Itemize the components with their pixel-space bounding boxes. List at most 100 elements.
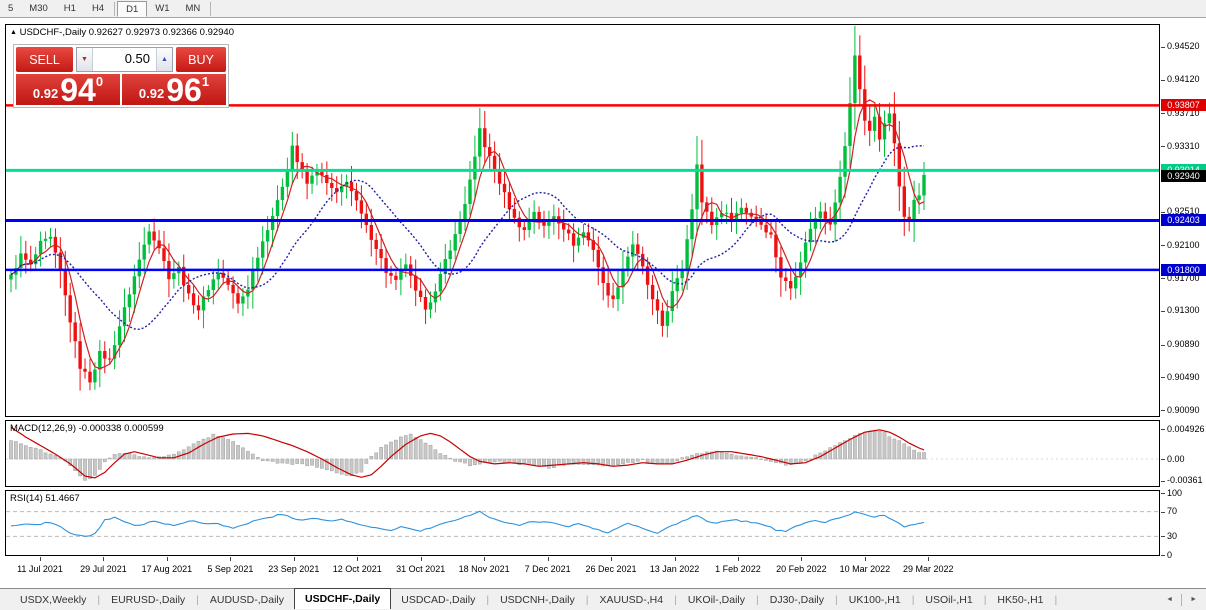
volume-decrease-icon[interactable]: ▼: [77, 48, 93, 71]
axis-tick: [1161, 511, 1165, 513]
axis-tick: [1161, 245, 1165, 247]
date-tick: [928, 557, 930, 561]
tab-separator: |: [585, 593, 589, 606]
sell-price-panel[interactable]: 0.92 94 0: [16, 74, 120, 106]
date-tick: [737, 557, 739, 561]
macd-values: -0.000338 0.000599: [78, 423, 164, 434]
level-price-badge: 0.93807: [1161, 99, 1206, 112]
date-label: 23 Sep 2021: [268, 564, 320, 574]
macd-label: MACD(12,26,9) -0.000338 0.000599: [10, 423, 164, 434]
rsi-label: RSI(14) 51.4667: [10, 493, 80, 504]
axis-tick: [1161, 459, 1165, 460]
volume-increase-icon[interactable]: ▲: [156, 48, 172, 71]
macd-tick-label: 0.004926: [1167, 423, 1205, 434]
sell-price-prefix: 0.92: [32, 86, 59, 101]
date-label: 10 Mar 2022: [839, 564, 891, 574]
date-tick: [40, 557, 41, 561]
rsi-chart-canvas[interactable]: [6, 491, 1159, 555]
volume-input[interactable]: 0.50: [124, 51, 150, 66]
date-label: 11 Jul 2021: [17, 564, 63, 574]
date-tick: [611, 557, 613, 561]
timeframe-button-d1[interactable]: D1: [117, 0, 148, 17]
buy-price-big: 96: [166, 72, 202, 108]
axis-tick: [1161, 211, 1165, 213]
chart-tab-xauusd-h4[interactable]: XAUUSD-,H4: [599, 593, 664, 606]
date-tick: [357, 557, 359, 561]
price-tick-label: 0.93710: [1167, 107, 1200, 118]
chart-tab-eurusd-daily[interactable]: EURUSD-,Daily: [111, 593, 186, 606]
timeframe-button-h1[interactable]: H1: [63, 2, 76, 14]
timeframe-button-m30[interactable]: M30: [29, 2, 48, 14]
tab-arrow-separator: [1181, 593, 1183, 606]
macd-chart-canvas[interactable]: [6, 421, 1159, 486]
chart-tab-uk100-h1[interactable]: UK100-,H1: [848, 593, 901, 606]
axis-tick: [1161, 113, 1165, 115]
timeframe-button-5[interactable]: 5: [8, 2, 14, 14]
chart-tab-usdcad-daily[interactable]: USDCAD-,Daily: [401, 593, 476, 606]
timeframe-button-mn[interactable]: MN: [185, 2, 201, 14]
axis-tick: [1161, 79, 1165, 81]
tab-separator: |: [756, 593, 759, 606]
rsi-name: RSI(14): [10, 493, 43, 504]
date-label: 12 Oct 2021: [332, 564, 382, 574]
axis-tick: [1161, 555, 1165, 556]
date-label: 31 Oct 2021: [396, 564, 446, 574]
chart-symbol: USDCHF-,Daily: [19, 27, 87, 38]
sell-button[interactable]: SELL: [16, 47, 73, 72]
rsi-tick-label: 0: [1167, 549, 1173, 560]
chart-tab-ukoil-daily[interactable]: UKOil-,Daily: [687, 593, 745, 606]
current-price-badge: 0.92940: [1161, 170, 1206, 183]
tab-scroll-controls: ◄ ►: [1161, 593, 1206, 606]
buy-button[interactable]: BUY: [176, 47, 226, 72]
chart-tab-usdcnh-daily[interactable]: USDCNH-,Daily: [500, 593, 575, 606]
price-tick-label: 0.91300: [1167, 305, 1200, 316]
tab-separator: |: [674, 593, 677, 606]
tab-scroll-right-icon[interactable]: ►: [1190, 596, 1197, 603]
date-label: 18 Nov 2021: [458, 564, 510, 574]
buy-price-sup: 1: [201, 74, 210, 89]
timeframe-button-h4[interactable]: H4: [91, 2, 105, 14]
date-tick: [674, 557, 676, 561]
date-label: 5 Sep 2021: [207, 564, 254, 574]
chart-ohlc-values: 0.92627 0.92973 0.92366 0.92940: [88, 27, 234, 38]
date-label: 17 Aug 2021: [141, 564, 193, 574]
date-label: 20 Feb 2022: [776, 564, 827, 574]
macd-indicator-pane[interactable]: MACD(12,26,9) -0.000338 0.000599: [5, 420, 1160, 487]
chart-tab-usdx-weekly[interactable]: USDX,Weekly: [20, 593, 87, 606]
axis-tick: [1161, 46, 1165, 48]
date-label: 29 Jul 2021: [80, 564, 127, 574]
macd-tick-label: 0.00: [1167, 453, 1185, 464]
tab-scroll-left-icon[interactable]: ◄: [1166, 596, 1174, 603]
chart-tab-usdchf-daily[interactable]: USDCHF-,Daily: [293, 587, 392, 609]
buy-price-panel[interactable]: 0.92 96 1: [122, 72, 226, 108]
axis-tick: [1161, 493, 1165, 494]
collapse-arrow-icon[interactable]: ▲: [10, 29, 17, 36]
axis-tick: [1161, 278, 1165, 280]
price-tick-label: 0.94120: [1167, 74, 1200, 85]
rsi-value: 51.4667: [45, 493, 80, 504]
price-tick-label: 0.90090: [1167, 404, 1200, 415]
date-tick: [801, 557, 803, 561]
date-axis[interactable]: 11 Jul 2021 29 Jul 2021 17 Aug 2021 5 Sep 2…: [5, 557, 1160, 581]
price-axis[interactable]: 0.945200.941200.937100.933100.929100.925…: [1161, 0, 1206, 585]
tab-separator: |: [983, 593, 987, 606]
buy-price-prefix: 0.92: [138, 86, 165, 101]
main-chart-pane[interactable]: ▲ USDCHF-,Daily 0.92627 0.92973 0.92366 …: [5, 24, 1160, 417]
price-tick-label: 0.90490: [1167, 371, 1200, 382]
rsi-indicator-pane[interactable]: RSI(14) 51.4667: [5, 490, 1160, 556]
chart-tab-dj30-daily[interactable]: DJ30-,Daily: [769, 593, 824, 606]
axis-tick: [1161, 146, 1165, 148]
price-tick-label: 0.90890: [1167, 339, 1200, 349]
chart-tab-usoil-h1[interactable]: USOil-,H1: [925, 593, 973, 606]
price-tick-label: 0.93310: [1167, 140, 1200, 151]
axis-tick: [1161, 536, 1165, 538]
date-label: 29 Mar 2022: [903, 564, 954, 574]
date-tick: [547, 557, 549, 561]
tab-separator: |: [196, 593, 199, 606]
level-price-badge: 0.92403: [1161, 214, 1206, 227]
date-label: 7 Dec 2021: [524, 564, 571, 574]
chart-tab-hk50-h1[interactable]: HK50-,H1: [997, 593, 1044, 606]
chart-tab-audusd-daily[interactable]: AUDUSD-,Daily: [209, 593, 284, 606]
timeframe-button-w1[interactable]: W1: [155, 2, 170, 14]
date-label: 13 Jan 2022: [649, 564, 700, 574]
